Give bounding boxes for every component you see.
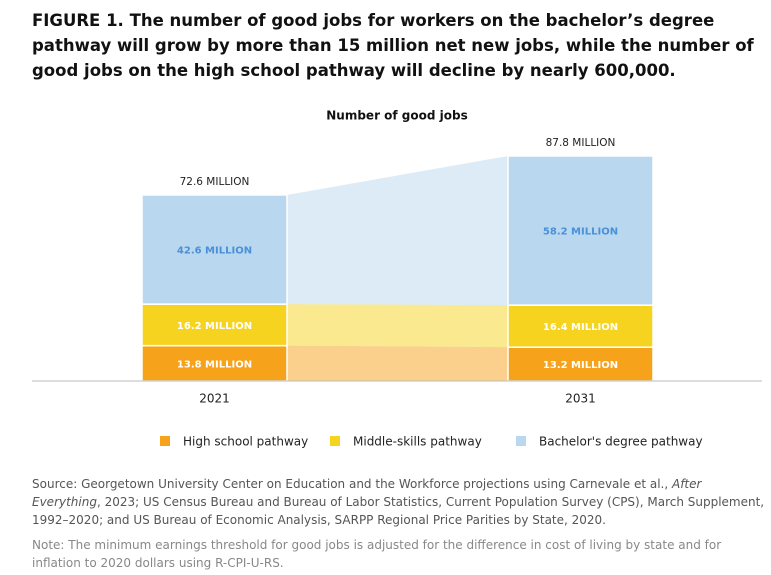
legend-swatch [516, 436, 526, 446]
bar-segment [141, 194, 288, 305]
source-text: , 2023; US Census Bureau and Bureau of L… [32, 495, 765, 527]
value-label: 42.6 MILLION [177, 246, 252, 257]
figure-label: FIGURE 1. [32, 11, 124, 30]
connector [287, 156, 508, 306]
legend-swatch [330, 436, 340, 446]
bar-segment [141, 344, 288, 382]
source-text: Source: Georgetown University Center on … [32, 477, 672, 491]
connector [287, 304, 508, 348]
legend-label: High school pathway [183, 435, 308, 449]
legend-label: Middle-skills pathway [353, 435, 482, 449]
bar-segment [507, 155, 654, 306]
x-tick-label: 2021 [199, 392, 230, 406]
bar-segment [507, 346, 654, 382]
legend-swatch [160, 436, 170, 446]
source: Source: Georgetown University Center on … [32, 475, 770, 529]
value-label: 16.4 MILLION [543, 322, 618, 333]
title-text: The number of good jobs for workers on t… [32, 11, 754, 80]
value-label: 13.2 MILLION [543, 360, 618, 371]
chart-subtitle: Number of good jobs [326, 109, 468, 123]
value-label: 16.2 MILLION [177, 321, 252, 332]
value-label: 13.8 MILLION [177, 359, 252, 370]
figure-title: FIGURE 1. The number of good jobs for wo… [32, 8, 771, 83]
source-italic: After Everything [32, 477, 702, 509]
legend-label: Bachelor's degree pathway [539, 435, 703, 449]
total-label: 87.8 MILLION [546, 137, 616, 149]
value-label: 58.2 MILLION [543, 227, 618, 238]
total-label: 72.6 MILLION [180, 176, 250, 188]
note: Note: The minimum earnings threshold for… [32, 538, 722, 570]
connector [287, 345, 508, 381]
x-tick-label: 2031 [565, 392, 596, 406]
